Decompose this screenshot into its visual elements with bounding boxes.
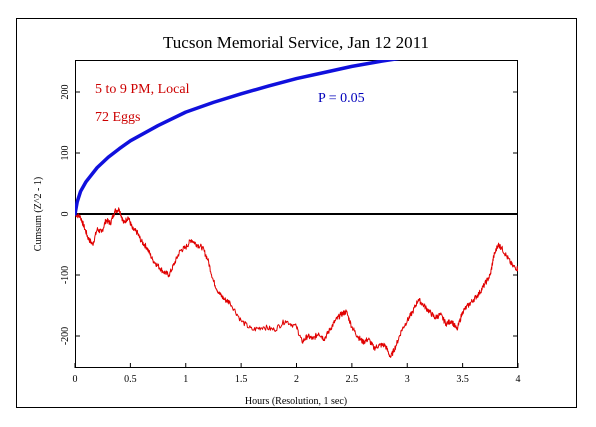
- chart-title: Tucson Memorial Service, Jan 12 2011: [163, 33, 429, 52]
- x-tick-label: 2.5: [346, 374, 359, 385]
- annotation-p-value: P = 0.05: [318, 91, 365, 106]
- axis-tick-labels: 0 0.5 1 1.5 2 2.5 3 3.5 4 -200 -100 0 100 200: [60, 85, 521, 386]
- x-axis-label: Hours (Resolution, 1 sec): [245, 396, 347, 407]
- x-tick-label: 0.5: [124, 374, 137, 385]
- y-tick-label: 100: [60, 146, 71, 161]
- series-line-cumsum: [75, 207, 518, 358]
- annotation-egg-count: 72 Eggs: [95, 110, 141, 125]
- y-tick-label: -100: [60, 266, 71, 284]
- y-axis-label: Cumsum (Z^2 - 1): [33, 177, 44, 251]
- x-tick-label: 2: [294, 374, 299, 385]
- annotation-time-range: 5 to 9 PM, Local: [95, 82, 190, 97]
- axis-ticks: [74, 91, 519, 368]
- x-tick-label: 1: [183, 374, 188, 385]
- series-line-p-envelope: [75, 60, 401, 216]
- series-layer: [75, 60, 518, 358]
- x-tick-label: 3.5: [456, 374, 469, 385]
- x-tick-label: 1.5: [235, 374, 248, 385]
- y-tick-label: 0: [60, 212, 71, 217]
- y-tick-label: -200: [60, 327, 71, 345]
- x-tick-label: 0: [73, 374, 78, 385]
- x-tick-label: 4: [516, 374, 521, 385]
- y-tick-label: 200: [60, 85, 71, 100]
- x-tick-label: 3: [405, 374, 410, 385]
